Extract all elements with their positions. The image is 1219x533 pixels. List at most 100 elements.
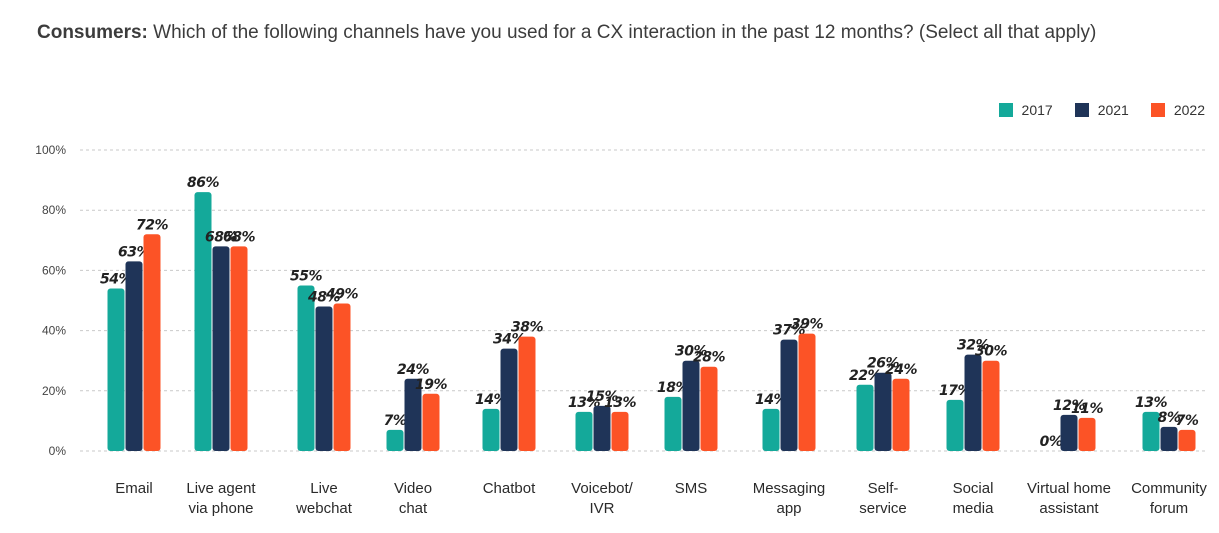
x-category-label: SMS xyxy=(675,480,708,497)
bar-2017 xyxy=(1142,411,1160,451)
data-label: 11% xyxy=(1071,401,1103,417)
data-label: 68% xyxy=(205,229,237,245)
x-category-label: app xyxy=(776,500,801,517)
bar-2021 xyxy=(964,354,982,451)
legend-label-2022: 2022 xyxy=(1173,102,1205,118)
bar-2017 xyxy=(107,288,125,451)
legend-item-2021: 2021 xyxy=(1074,102,1129,118)
data-label: 32% xyxy=(957,338,989,354)
data-label: 48% xyxy=(307,290,340,306)
data-label: 13% xyxy=(604,395,636,411)
x-category-label: Voicebot/ xyxy=(571,480,634,497)
bar-2021 xyxy=(404,378,422,451)
data-label: 39% xyxy=(791,317,823,333)
data-label: 34% xyxy=(493,332,525,348)
x-category-label: Community xyxy=(1131,480,1207,497)
bar-2017 xyxy=(297,285,315,451)
y-tick-label: 20% xyxy=(42,384,66,398)
data-label: 13% xyxy=(1135,395,1167,411)
bar-2021 xyxy=(125,261,143,451)
data-label: 49% xyxy=(325,287,358,303)
legend-label-2017: 2017 xyxy=(1021,102,1053,118)
data-label: 8% xyxy=(1158,410,1181,426)
bar-2022 xyxy=(143,234,161,451)
y-tick-label: 40% xyxy=(42,324,66,338)
y-tick-label: 100% xyxy=(35,143,66,157)
bar-2017 xyxy=(762,408,780,451)
data-label: 24% xyxy=(397,362,429,378)
bar-2022 xyxy=(892,378,910,451)
bar-2022 xyxy=(518,336,536,451)
bar-2017 xyxy=(575,411,593,451)
chart-title-bold: Consumers: xyxy=(37,22,148,43)
data-label: 15% xyxy=(586,389,618,405)
data-label: 7% xyxy=(384,413,407,429)
bar-2021 xyxy=(212,246,230,451)
legend-swatch-2022 xyxy=(1150,103,1165,117)
bar-2022 xyxy=(982,360,1000,451)
x-category-label: chat xyxy=(399,500,428,517)
x-category-label: Live xyxy=(310,480,338,497)
x-category-label: IVR xyxy=(589,500,614,517)
data-label: 30% xyxy=(675,344,707,360)
y-tick-label: 80% xyxy=(42,203,66,217)
x-category-label: Social xyxy=(953,480,994,497)
bar-2021 xyxy=(874,372,892,451)
x-category-label: Virtual home xyxy=(1027,480,1111,497)
bar-2017 xyxy=(946,399,964,451)
bar-2017 xyxy=(482,408,500,451)
bar-2022 xyxy=(798,333,816,451)
data-label: 14% xyxy=(755,392,787,408)
bar-2022 xyxy=(1178,429,1196,451)
x-category-label: Chatbot xyxy=(483,480,536,497)
data-label: 18% xyxy=(657,380,689,396)
bar-2017 xyxy=(664,396,682,451)
data-label: 7% xyxy=(1176,413,1199,429)
x-category-label: forum xyxy=(1150,500,1188,517)
chart-title-question: Which of the following channels have you… xyxy=(147,22,1097,43)
x-category-label: webchat xyxy=(295,500,353,517)
data-label: 54% xyxy=(100,271,132,287)
data-label: 38% xyxy=(511,320,543,336)
x-category-label: assistant xyxy=(1039,500,1099,517)
x-category-label: Self- xyxy=(868,480,899,497)
bar-2021 xyxy=(1060,414,1078,451)
x-category-label: media xyxy=(953,500,995,517)
data-label: 28% xyxy=(693,350,725,366)
x-category-label: Email xyxy=(115,480,153,497)
bar-2022 xyxy=(700,366,718,451)
data-label: 63% xyxy=(118,244,150,260)
data-label: 30% xyxy=(975,344,1007,360)
bar-2021 xyxy=(682,360,700,451)
bar-2021 xyxy=(1160,426,1178,451)
data-label: 26% xyxy=(867,356,899,372)
bar-2021 xyxy=(780,339,798,451)
data-label: 0% xyxy=(1040,434,1063,450)
legend-swatch-2021 xyxy=(1074,103,1089,117)
data-label: 22% xyxy=(849,368,881,384)
bar-2021 xyxy=(500,348,518,451)
data-label: 13% xyxy=(568,395,600,411)
bar-2022 xyxy=(230,246,248,451)
data-label: 68% xyxy=(223,229,255,245)
data-label: 37% xyxy=(773,323,805,339)
x-category-label: Messaging xyxy=(753,480,826,497)
x-category-label: via phone xyxy=(188,500,253,517)
bar-2022 xyxy=(611,411,629,451)
data-label: 19% xyxy=(415,377,447,393)
bar-2017 xyxy=(386,429,404,451)
bar-2021 xyxy=(315,306,333,451)
data-label: 86% xyxy=(187,175,219,191)
chart-title: Consumers: Which of the following channe… xyxy=(37,22,1096,44)
bar-2022 xyxy=(1078,417,1096,451)
y-tick-label: 60% xyxy=(42,263,66,277)
x-category-label: Video xyxy=(394,480,432,497)
data-label: 72% xyxy=(136,217,168,233)
bar-2021 xyxy=(593,405,611,451)
data-label: 14% xyxy=(475,392,507,408)
bar-2022 xyxy=(422,393,440,451)
legend-swatch-2017 xyxy=(998,103,1013,117)
data-label: 17% xyxy=(939,383,971,399)
data-label: 24% xyxy=(885,362,917,378)
